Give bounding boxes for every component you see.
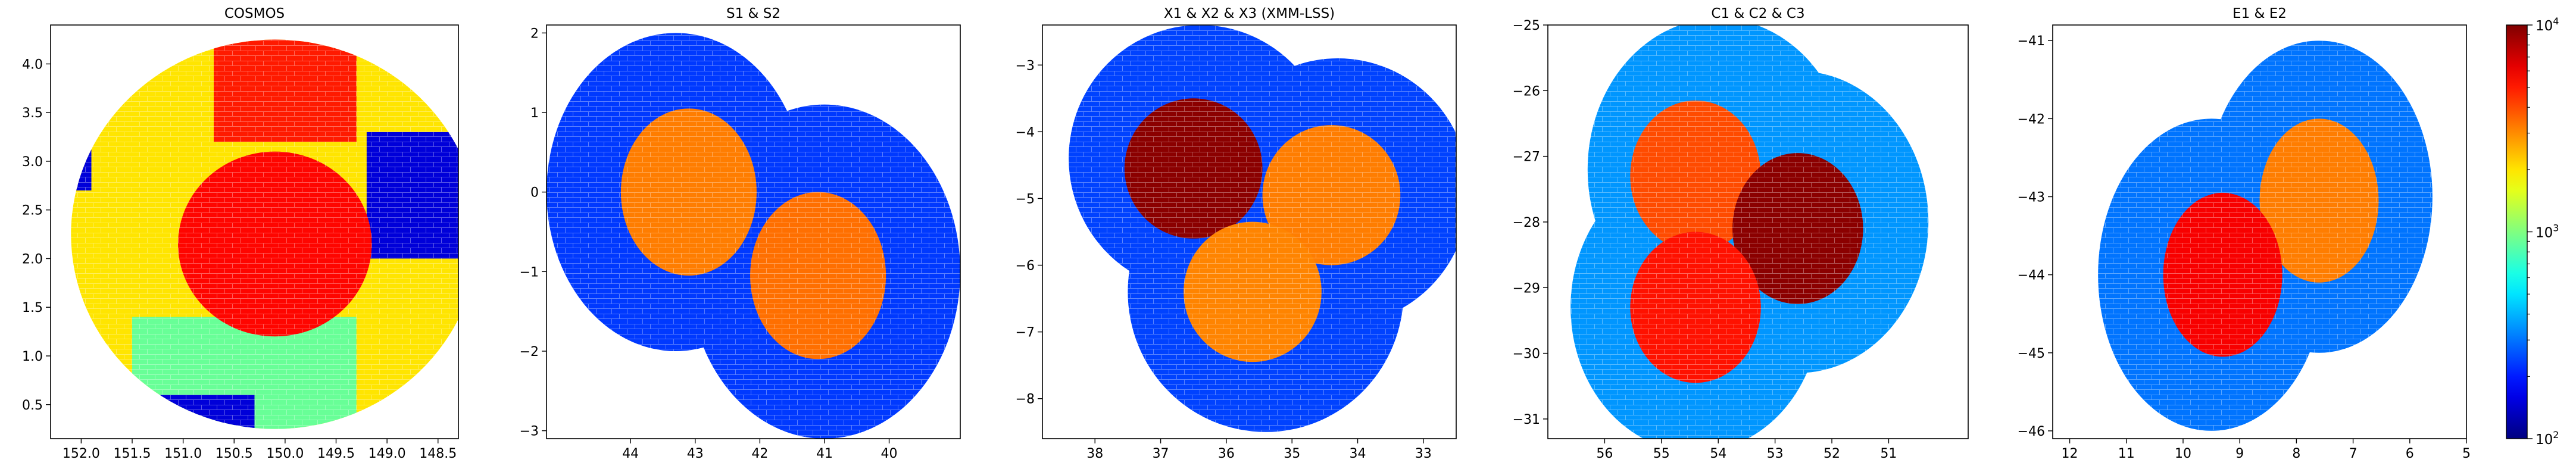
x-tick-label: 7 bbox=[2349, 446, 2358, 461]
y-tick-label: −27 bbox=[1513, 150, 1540, 165]
y-tick-label: −26 bbox=[1513, 84, 1540, 99]
y-tick-label: 1.0 bbox=[22, 349, 43, 364]
x-tick-label: 41 bbox=[816, 446, 833, 461]
x-tick-label: 56 bbox=[1596, 446, 1613, 461]
y-tick-label: −6 bbox=[1016, 259, 1035, 274]
panel-title: E1 & E2 bbox=[2232, 6, 2287, 21]
x-tick-label: 44 bbox=[622, 446, 639, 461]
x-tick-label: 151.0 bbox=[164, 446, 202, 461]
y-tick-label: 4.0 bbox=[22, 57, 43, 72]
y-tick-label: −45 bbox=[2018, 346, 2045, 361]
panel-title: COSMOS bbox=[224, 6, 285, 21]
y-tick-label: −28 bbox=[1513, 215, 1540, 230]
panel-title: X1 & X2 & X3 (XMM-LSS) bbox=[1164, 6, 1335, 21]
x-tick-label: 55 bbox=[1653, 446, 1670, 461]
x-tick-label: 150.0 bbox=[266, 446, 304, 461]
x-tick-label: 38 bbox=[1086, 446, 1103, 461]
x-tick-label: 33 bbox=[1415, 446, 1432, 461]
panel-1: COSMOS 152.0 151.5 151.0 150.5 150.0 149.5 149.… bbox=[22, 6, 459, 461]
x-tick-label: 42 bbox=[751, 446, 768, 461]
tile-grid bbox=[547, 33, 960, 439]
axes-frame bbox=[50, 24, 459, 439]
y-tick-label: −1 bbox=[520, 265, 539, 280]
y-tick-label: 0.5 bbox=[22, 398, 43, 413]
y-tick-label: 3.0 bbox=[22, 155, 43, 170]
tile-grid bbox=[71, 39, 458, 429]
panel-5: E1 & E2 12 11 10 9 8 7 6 5 −46 −45 −44 −43 −42 −41 bbox=[2018, 6, 2471, 461]
y-tick-label: 1.5 bbox=[22, 301, 43, 315]
y-tick-label: −5 bbox=[1016, 192, 1035, 207]
x-tick-label: 51 bbox=[1880, 446, 1897, 461]
heatmap-area bbox=[71, 39, 458, 429]
heatmap-area bbox=[2098, 40, 2433, 431]
x-tick-label: 152.0 bbox=[63, 446, 100, 461]
y-tick-label: 2.0 bbox=[22, 252, 43, 267]
y-tick-label: 3.5 bbox=[22, 106, 43, 121]
y-tick-label: −30 bbox=[1513, 347, 1540, 362]
y-tick-label: −42 bbox=[2018, 112, 2045, 127]
x-tick-label: 6 bbox=[2406, 446, 2414, 461]
y-tick-label: 2.5 bbox=[22, 204, 43, 218]
x-tick-label: 8 bbox=[2292, 446, 2300, 461]
panel-title: C1 & C2 & C3 bbox=[1711, 6, 1804, 21]
y-tick-label: −7 bbox=[1016, 326, 1035, 340]
heatmap-area bbox=[1069, 25, 1456, 432]
x-tick-label: 149.0 bbox=[369, 446, 406, 461]
x-tick-label: 5 bbox=[2462, 446, 2471, 461]
colorbar-tick-label: 104 bbox=[2536, 15, 2559, 34]
y-tick-label: −46 bbox=[2018, 424, 2045, 439]
x-tick-label: 35 bbox=[1284, 446, 1300, 461]
axes-frame bbox=[2052, 24, 2467, 439]
y-tick-label: −29 bbox=[1513, 281, 1540, 296]
y-tick-label: −31 bbox=[1513, 412, 1540, 427]
x-tick-label: 40 bbox=[881, 446, 898, 461]
tile-grid bbox=[2098, 40, 2433, 431]
y-tick-label: −3 bbox=[520, 424, 539, 439]
axes-frame bbox=[1042, 24, 1457, 439]
y-tick-label: 2 bbox=[530, 26, 539, 41]
y-tick-label: −25 bbox=[1513, 18, 1540, 33]
axes-frame bbox=[546, 24, 961, 439]
colorbar: 102 103 104 bbox=[2506, 15, 2559, 448]
tile-grid bbox=[1069, 25, 1456, 432]
x-tick-label: 36 bbox=[1218, 446, 1235, 461]
panel-title: S1 & S2 bbox=[726, 6, 780, 21]
x-tick-label: 52 bbox=[1824, 446, 1840, 461]
y-tick-label: −4 bbox=[1016, 125, 1035, 140]
x-tick-label: 12 bbox=[2062, 446, 2078, 461]
x-tick-label: 43 bbox=[687, 446, 704, 461]
panel-2: S1 & S2 44 43 42 41 40 −3 −2 −1 0 1 2 bbox=[520, 6, 961, 461]
x-tick-label: 53 bbox=[1767, 446, 1784, 461]
panel-3: X1 & X2 & X3 (XMM-LSS) 38 37 36 35 34 33 −8 −7 −6… bbox=[1016, 6, 1457, 461]
heatmap-area bbox=[547, 33, 960, 439]
colorbar-tick-label: 102 bbox=[2536, 429, 2559, 448]
x-tick-label: 54 bbox=[1710, 446, 1726, 461]
y-tick-label: 0 bbox=[530, 186, 539, 201]
x-tick-label: 149.5 bbox=[317, 446, 355, 461]
x-tick-label: 10 bbox=[2175, 446, 2191, 461]
x-tick-label: 151.5 bbox=[114, 446, 151, 461]
x-tick-label: 9 bbox=[2235, 446, 2244, 461]
y-tick-label: −3 bbox=[1016, 58, 1035, 73]
y-tick-label: −8 bbox=[1016, 392, 1035, 407]
x-tick-label: 11 bbox=[2118, 446, 2135, 461]
colorbar-gradient bbox=[2506, 24, 2528, 439]
y-tick-label: −2 bbox=[520, 345, 539, 360]
heatmap-area bbox=[1570, 25, 1929, 439]
y-tick-label: 1 bbox=[530, 106, 539, 121]
panel-4: C1 & C2 & C3 56 55 54 53 52 51 −31 −30 −29 −28 −27 −… bbox=[1513, 6, 1969, 461]
y-tick-label: −41 bbox=[2018, 34, 2045, 49]
axes-frame bbox=[1547, 24, 1969, 439]
x-tick-label: 148.5 bbox=[419, 446, 457, 461]
tile-grid bbox=[1570, 25, 1929, 439]
x-tick-label: 150.5 bbox=[216, 446, 253, 461]
y-tick-label: −43 bbox=[2018, 190, 2045, 205]
x-tick-label: 34 bbox=[1350, 446, 1366, 461]
y-tick-label: −44 bbox=[2018, 268, 2045, 283]
colorbar-tick-label: 103 bbox=[2536, 223, 2559, 241]
x-tick-label: 37 bbox=[1153, 446, 1169, 461]
